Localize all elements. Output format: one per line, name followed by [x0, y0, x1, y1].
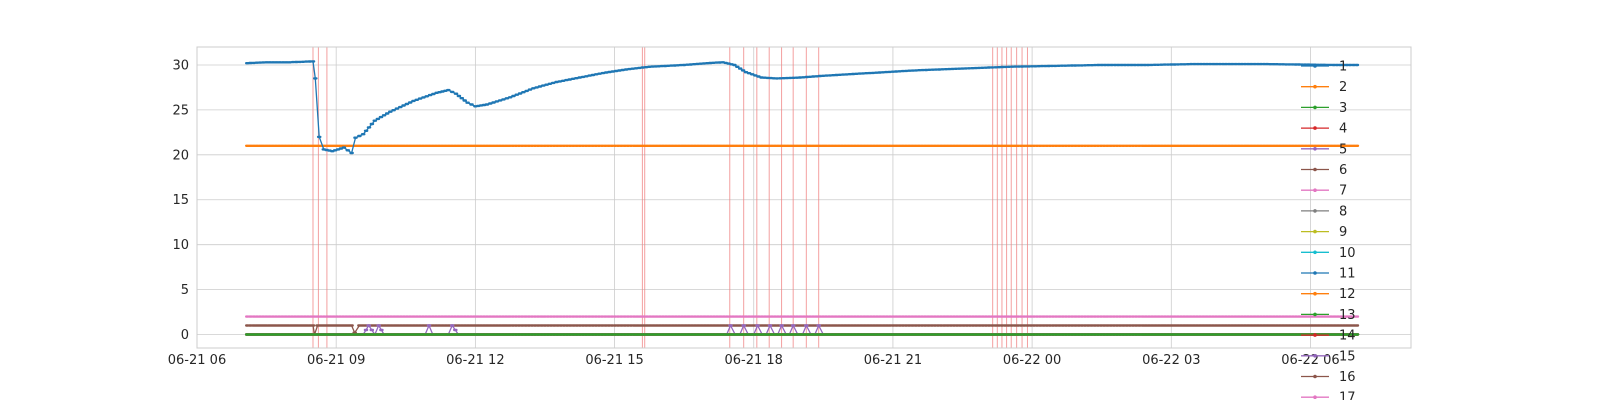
legend-label: 13 — [1339, 308, 1356, 323]
y-tick-label: 10 — [172, 238, 189, 253]
x-tick-label: 06-21 18 — [725, 353, 783, 368]
x-tick-label: 06-22 03 — [1142, 353, 1200, 368]
series-1 — [245, 60, 1360, 155]
legend-label: 8 — [1339, 204, 1347, 219]
legend-entry: 8 — [1301, 204, 1347, 219]
legend-label: 15 — [1339, 349, 1356, 364]
axes-frame — [196, 46, 1412, 349]
legend-entry: 13 — [1301, 308, 1356, 323]
legend-label: 10 — [1339, 246, 1356, 261]
x-tick-label: 06-21 09 — [307, 353, 365, 368]
legend-label: 17 — [1339, 391, 1356, 400]
legend-label: 2 — [1339, 80, 1347, 95]
legend-marker — [1313, 271, 1317, 275]
legend-entry: 9 — [1301, 225, 1347, 240]
legend-entry: 3 — [1301, 101, 1347, 116]
legend-label: 3 — [1339, 101, 1347, 116]
legend-marker — [1313, 167, 1317, 172]
legend-label: 11 — [1339, 267, 1356, 282]
y-tick-label: 30 — [172, 58, 189, 73]
legend-marker — [1313, 188, 1317, 192]
series-line — [247, 324, 1357, 335]
grid — [196, 47, 1411, 348]
series-5 — [245, 323, 1360, 336]
legend-marker — [1313, 147, 1317, 151]
legend-entry: 4 — [1301, 122, 1347, 137]
legend-entry: 16 — [1301, 370, 1356, 385]
legend-marker — [1313, 229, 1317, 234]
x-tick-label: 06-21 12 — [446, 353, 504, 368]
series-6 — [245, 324, 1360, 336]
legend-marker — [1313, 84, 1317, 89]
series-lines — [245, 60, 1360, 336]
y-tick-label: 25 — [172, 103, 189, 118]
y-tick-label: 0 — [181, 328, 189, 343]
legend-entry: 7 — [1301, 184, 1347, 199]
legend-entry: 2 — [1301, 80, 1347, 95]
legend-entry: 14 — [1301, 329, 1356, 344]
x-tick-label: 06-21 06 — [168, 353, 226, 368]
legend-entry: 15 — [1301, 349, 1356, 364]
series-line — [247, 323, 1357, 336]
x-tick-label: 06-21 21 — [864, 353, 922, 368]
legend-marker — [1313, 312, 1317, 317]
legend-marker — [1313, 250, 1317, 255]
legend-entry: 6 — [1301, 163, 1347, 178]
legend-marker — [1313, 395, 1317, 400]
legend-entry: 12 — [1301, 287, 1356, 302]
legend-label: 14 — [1339, 329, 1356, 344]
legend-marker — [1313, 64, 1317, 68]
legend-entry: 10 — [1301, 246, 1356, 261]
series-markers — [245, 60, 1360, 155]
legend-marker — [1313, 333, 1317, 337]
y-axis-ticks: 0 5 10 15 20 25 30 — [172, 58, 189, 343]
y-tick-label: 20 — [172, 148, 189, 163]
x-axis-ticks: 06-21 06 06-21 09 06-21 12 06-21 15 06-21 18… — [168, 353, 1340, 368]
y-tick-label: 15 — [172, 193, 189, 208]
event-markers — [312, 47, 1028, 348]
x-tick-label: 06-22 00 — [1003, 353, 1061, 368]
legend-entry: 5 — [1301, 142, 1347, 157]
legend-label: 5 — [1339, 142, 1347, 157]
legend-label: 4 — [1339, 122, 1347, 137]
legend-marker — [1313, 354, 1317, 358]
legend-label: 1 — [1339, 60, 1347, 75]
legend-label: 16 — [1339, 370, 1356, 385]
legend-marker — [1313, 291, 1317, 296]
x-tick-label: 06-21 15 — [585, 353, 643, 368]
x-tick-label: 06-22 06 — [1281, 353, 1339, 368]
legend-label: 12 — [1339, 287, 1356, 302]
series-markers — [245, 324, 1360, 336]
legend-label: 7 — [1339, 184, 1347, 199]
legend-marker — [1313, 126, 1317, 130]
legend-entry: 17 — [1301, 391, 1356, 400]
legend-marker — [1313, 374, 1317, 379]
series-line — [247, 60, 1357, 155]
legend-marker — [1313, 105, 1317, 110]
y-tick-label: 5 — [181, 283, 189, 298]
legend-entry: 1 — [1301, 60, 1347, 75]
legend-label: 6 — [1339, 163, 1347, 178]
legend-entry: 11 — [1301, 267, 1356, 282]
series-markers — [245, 324, 1360, 336]
legend-marker — [1313, 209, 1317, 213]
legend-label: 9 — [1339, 225, 1347, 240]
